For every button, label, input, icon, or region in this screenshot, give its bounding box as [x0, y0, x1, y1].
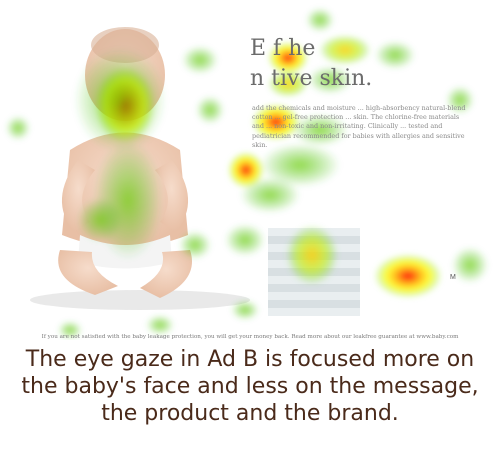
floor-shadow	[30, 290, 250, 310]
ad-headline-line-2: n tive skin.	[250, 66, 373, 91]
ad-illustration	[6, 8, 488, 339]
ad-trademark: M	[450, 274, 456, 281]
slide-caption: The eye gaze in Ad B is focused more on …	[21, 347, 479, 426]
ad-headline-line-1: E f he	[250, 36, 316, 61]
eye-gaze-heatmap	[6, 8, 488, 339]
ad-b-image: E f he n tive skin. add the chemicals an…	[6, 8, 488, 340]
ad-guarantee-note: If you are not satisfied with the baby l…	[41, 334, 459, 340]
ad-body-copy: add the chemicals and moisture ... high-…	[252, 104, 466, 149]
